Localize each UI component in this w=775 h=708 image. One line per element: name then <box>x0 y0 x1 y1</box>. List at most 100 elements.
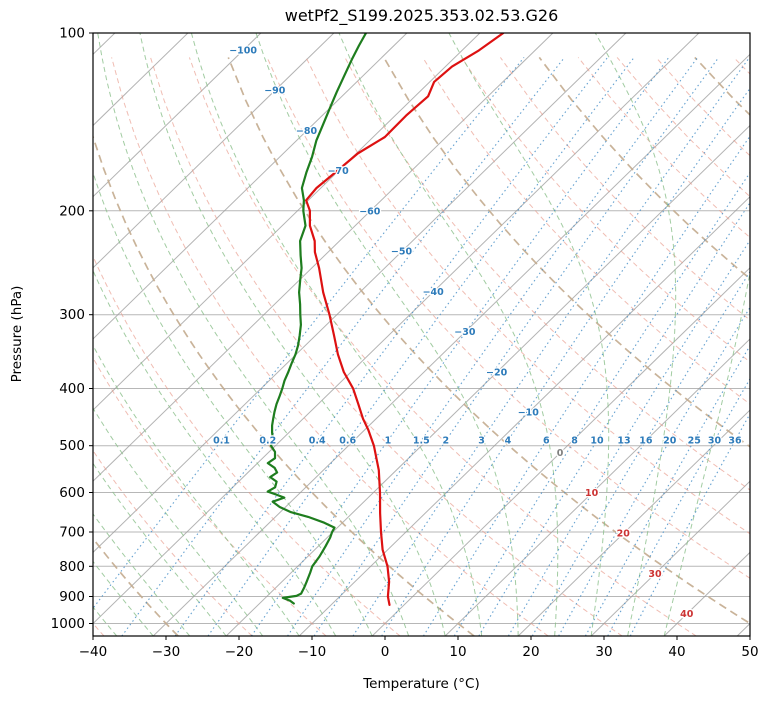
moist-adiabat <box>0 33 80 636</box>
isotherm-line <box>93 33 627 554</box>
y-tick-label: 1000 <box>51 616 85 632</box>
mixing-ratio-label: 16 <box>639 436 653 447</box>
isotherm-label: 30 <box>648 569 662 580</box>
plot-background <box>0 33 750 636</box>
dry-adiabat <box>499 57 750 321</box>
mixing-ratio-line <box>207 57 635 636</box>
isotherm-label: −70 <box>328 166 350 177</box>
isotherm-line <box>517 409 750 636</box>
mixing-ratio-label: 8 <box>571 436 578 447</box>
mixing-ratio-line <box>531 270 750 636</box>
dry-adiabat <box>616 57 750 198</box>
isotherm-line <box>93 33 262 198</box>
mixing-ratio-line <box>422 135 750 636</box>
dry-adiabat <box>93 449 253 636</box>
plot-frame <box>92 32 751 637</box>
mixing-ratio-label: 0.6 <box>339 436 356 447</box>
dry-adiabat <box>422 57 750 405</box>
inline-labels: −100−90−80−70−60−50−40−30−20−10010203040… <box>212 44 743 621</box>
moist-adiabat <box>338 33 559 636</box>
isotherm-line <box>663 551 750 636</box>
y-tick-label: 100 <box>59 26 85 42</box>
y-tick-label: 400 <box>59 381 85 397</box>
x-axis-label: Temperature (°C) <box>363 676 480 692</box>
mixing-ratio-line <box>453 171 750 636</box>
x-tick-label: −10 <box>298 644 327 660</box>
y-tick-label: 800 <box>59 559 85 575</box>
dry-adiabat <box>266 57 750 579</box>
mixing-ratio-label: 0.4 <box>309 436 326 447</box>
x-tick-label: 50 <box>741 644 758 660</box>
isotherm-line <box>93 33 189 127</box>
isotherm-label: −60 <box>359 206 381 217</box>
mixing-ratio-line <box>121 57 565 636</box>
mixing-ratio-label: 1 <box>385 436 392 447</box>
x-tick-label: −20 <box>225 644 254 660</box>
isotherm-line <box>93 33 554 482</box>
isotherm-line <box>93 33 335 269</box>
isotherm-label: 10 <box>585 488 599 499</box>
mixing-ratio-label: 30 <box>708 436 722 447</box>
moist-adiabat <box>663 269 750 636</box>
temperature-line <box>305 33 505 606</box>
isotherm-line <box>0 33 42 636</box>
mixing-ratio-label: 2 <box>442 436 449 447</box>
moist-adiabat <box>93 407 264 636</box>
isotherm-label: −100 <box>229 45 257 56</box>
x-tick-label: 20 <box>522 644 539 660</box>
dry-adiabat <box>188 57 697 636</box>
y-tick-label: 200 <box>59 203 85 219</box>
isotherm-line <box>93 33 408 340</box>
moist-adiabat <box>0 33 7 636</box>
isotherm-label: −10 <box>518 408 540 419</box>
mixing-ratio-label: 0.2 <box>259 436 276 447</box>
isotherm-label: 0 <box>557 448 564 459</box>
mixing-ratio-label: 13 <box>617 436 630 447</box>
dry-adiabat-major <box>93 133 475 636</box>
mixing-ratio-label: 1.5 <box>413 436 430 447</box>
isotherm-label: −20 <box>486 368 508 379</box>
isotherm-label: −40 <box>423 287 445 298</box>
y-tick-label: 300 <box>59 307 85 323</box>
dry-adiabat <box>111 57 549 636</box>
moist-adiabat <box>93 171 373 636</box>
moist-adiabat <box>139 33 446 636</box>
x-tick-label: 0 <box>381 644 390 660</box>
mixing-ratio-label: 25 <box>688 436 701 447</box>
mixing-ratio-line <box>352 57 750 636</box>
dry-adiabat-major <box>93 537 179 636</box>
moist-adiabat <box>93 560 154 636</box>
mixing-ratio-line <box>507 239 750 636</box>
isotherm-line <box>298 195 750 636</box>
dry-adiabat <box>344 57 750 491</box>
mixing-ratio-label: 36 <box>728 436 742 447</box>
moist-adiabat <box>190 33 483 636</box>
moist-adiabat <box>448 33 610 636</box>
mixing-ratio-label: 20 <box>663 436 677 447</box>
mixing-ratio-label: 6 <box>543 436 550 447</box>
x-tick-label: 40 <box>668 644 685 660</box>
moist-adiabat <box>93 269 337 636</box>
x-tick-label: 30 <box>595 644 612 660</box>
moist-adiabat <box>255 33 519 636</box>
moist-adiabat <box>594 33 677 636</box>
mixing-ratio-label: 0.1 <box>213 436 230 447</box>
dewpoint-line <box>266 33 368 605</box>
x-tick-label: 10 <box>449 644 466 660</box>
mixing-ratio-line <box>381 87 750 636</box>
y-tick-label: 700 <box>59 525 85 541</box>
y-tick-label: 500 <box>59 438 85 454</box>
moist-adiabat <box>0 33 44 636</box>
isotherm-line <box>225 124 750 636</box>
x-tick-label: −30 <box>152 644 181 660</box>
mixing-ratio-line <box>250 57 670 636</box>
moist-adiabat <box>93 513 191 636</box>
dry-adiabat <box>733 57 750 75</box>
isotherm-label: −50 <box>391 247 413 258</box>
isotherm-label: 40 <box>680 609 694 620</box>
dry-adiabat <box>93 255 401 636</box>
isotherm-line <box>93 33 481 411</box>
